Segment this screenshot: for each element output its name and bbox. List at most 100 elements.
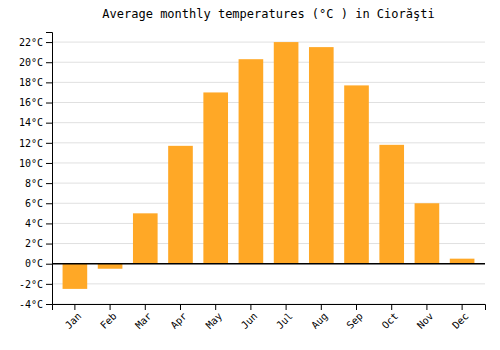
x-tick: Jun [239,304,260,331]
bar [415,203,440,263]
y-tick-label: 2°C [25,238,43,249]
x-tick: Mar [133,304,154,331]
y-tick-mark [46,123,52,124]
x-tick: Apr [168,304,189,331]
x-tick: Dec [450,304,471,331]
grid [52,42,485,304]
x-tick: Feb [98,304,119,331]
bar [450,259,475,264]
title: Average monthly temperatures (°C ) in Ci… [102,7,434,21]
y-tick: 8°C [25,178,52,189]
y-tick: -2°C [19,279,52,290]
x-tick-label: Dec [450,310,471,331]
y-tick: 12°C [19,138,52,149]
y-axis: -4°C -2°C 0°C 2°C 4°C 6°C 8°C 10°C 12°C 14°C 16°C 1… [19,33,53,310]
x-tick-mark [180,304,181,310]
x-tick: Aug [309,304,330,331]
y-tick: -4°C [19,299,52,310]
y-axis-line [46,33,53,305]
y-tick-mark [46,42,52,43]
y-tick-label: 20°C [19,57,43,68]
x-tick-label: Jul [274,310,295,331]
y-tick-label: 12°C [19,138,43,149]
x-tick-label: Jan [63,310,84,331]
y-tick: 0°C [25,258,52,269]
y-tick: 20°C [19,57,52,68]
x-tick-mark [286,304,287,310]
y-tick: 14°C [19,117,52,128]
x-tick-mark [462,304,463,310]
y-tick-label: 8°C [25,178,43,189]
x-tick-label: Aug [309,310,330,331]
y-tick-label: 14°C [19,117,43,128]
zero-line [52,263,485,265]
y-tick-mark [46,143,52,144]
y-tick-mark [46,82,52,83]
x-tick-mark [321,304,322,310]
x-tick-mark [110,304,111,310]
x-tick: Nov [415,304,436,331]
x-tick: Sep [344,304,365,331]
x-tick-mark [74,304,75,310]
y-tick-label: 18°C [19,77,43,88]
y-tick-label: -4°C [19,299,43,310]
bar [133,213,158,263]
grid-line [52,102,485,103]
x-tick: May [204,304,225,331]
grid-line [52,263,485,264]
x-tick-label: Jun [239,310,260,331]
x-tick-label: May [204,310,225,331]
y-tick-mark [46,62,52,63]
y-tick-mark [46,264,52,265]
bar [239,59,264,264]
x-axis-line [53,305,486,311]
grid-line [52,283,485,284]
y-tick-mark [46,103,52,104]
chart-svg: -4°C -2°C 0°C 2°C 4°C 6°C 8°C 10°C 12°C 14°C 16°C 1… [0,0,500,350]
x-tick-label: Oct [380,310,401,331]
y-tick-label: 6°C [25,198,43,209]
bars [52,42,485,289]
chart-container: -4°C -2°C 0°C 2°C 4°C 6°C 8°C 10°C 12°C 14°C 16°C 1… [0,0,500,350]
x-tick-label: Apr [168,310,189,331]
y-tick: 2°C [25,238,52,249]
y-tick-mark [46,163,52,164]
x-tick-mark [145,304,146,310]
bar [274,42,299,264]
y-tick-mark [46,223,52,224]
x-tick-label: Sep [344,310,365,331]
y-tick-mark [46,203,52,204]
y-tick-label: 0°C [25,258,43,269]
x-tick: Oct [380,304,401,331]
grid-line [52,62,485,63]
bar [203,92,228,263]
y-tick: 16°C [19,97,52,108]
x-axis: Jan Feb Mar Apr May Jun Jul Aug Sep Oct Nov Dec [53,304,486,331]
y-tick-mark [46,244,52,245]
x-tick: Jul [274,304,295,331]
bar [344,85,369,263]
grid-line [52,142,485,143]
grid-line [52,42,485,43]
plot: -4°C -2°C 0°C 2°C 4°C 6°C 8°C 10°C 12°C 14°C 16°C 1… [19,33,486,331]
y-tick: 22°C [19,37,52,48]
x-tick-mark [356,304,357,310]
x-tick-mark [391,304,392,310]
y-tick-label: -2°C [19,279,43,290]
bar [309,47,334,264]
x-tick-mark [215,304,216,310]
grid-line [52,183,485,184]
bar [63,264,88,289]
x-tick-mark [426,304,427,310]
grid-line [52,162,485,163]
y-tick-label: 22°C [19,37,43,48]
x-tick-mark [250,304,251,310]
y-tick-label: 16°C [19,97,43,108]
x-tick-label: Nov [415,310,436,331]
y-tick-label: 10°C [19,158,43,169]
y-tick-mark [46,183,52,184]
bar [379,145,404,264]
x-tick: Jan [63,304,84,331]
y-tick: 4°C [25,218,52,229]
y-tick: 18°C [19,77,52,88]
